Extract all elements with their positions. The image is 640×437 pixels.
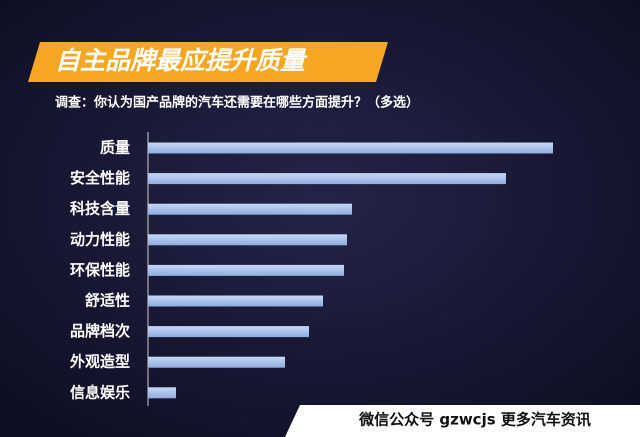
- y-tick-label: 信息娱乐: [70, 383, 130, 401]
- bar: [148, 203, 352, 215]
- watermark: 微信公众号 gzwcjs 更多汽车资讯: [358, 411, 591, 429]
- bar: [148, 326, 309, 338]
- bar: [148, 173, 506, 185]
- chart-subtitle: 调查：你认为国产品牌的汽车还需要在哪些方面提升？（多选）: [55, 95, 419, 111]
- bar: [148, 387, 176, 399]
- bar: [148, 234, 347, 246]
- bar: [148, 264, 344, 276]
- title-banner: [28, 42, 388, 82]
- watermark-box: [285, 405, 640, 437]
- y-tick-label: 质量: [100, 139, 130, 157]
- chart-title: 自主品牌最应提升质量: [55, 46, 308, 75]
- bar: [148, 356, 285, 368]
- y-tick-label: 安全性能: [70, 169, 130, 187]
- y-tick-label: 动力性能: [70, 230, 130, 248]
- y-tick-label: 科技含量: [70, 200, 130, 218]
- bar: [148, 142, 553, 154]
- y-tick-label: 外观造型: [69, 353, 130, 371]
- y-tick-label: 舒适性: [85, 292, 130, 310]
- bar: [148, 295, 323, 307]
- y-tick-label: 品牌档次: [70, 322, 130, 340]
- y-tick-label: 环保性能: [70, 261, 130, 279]
